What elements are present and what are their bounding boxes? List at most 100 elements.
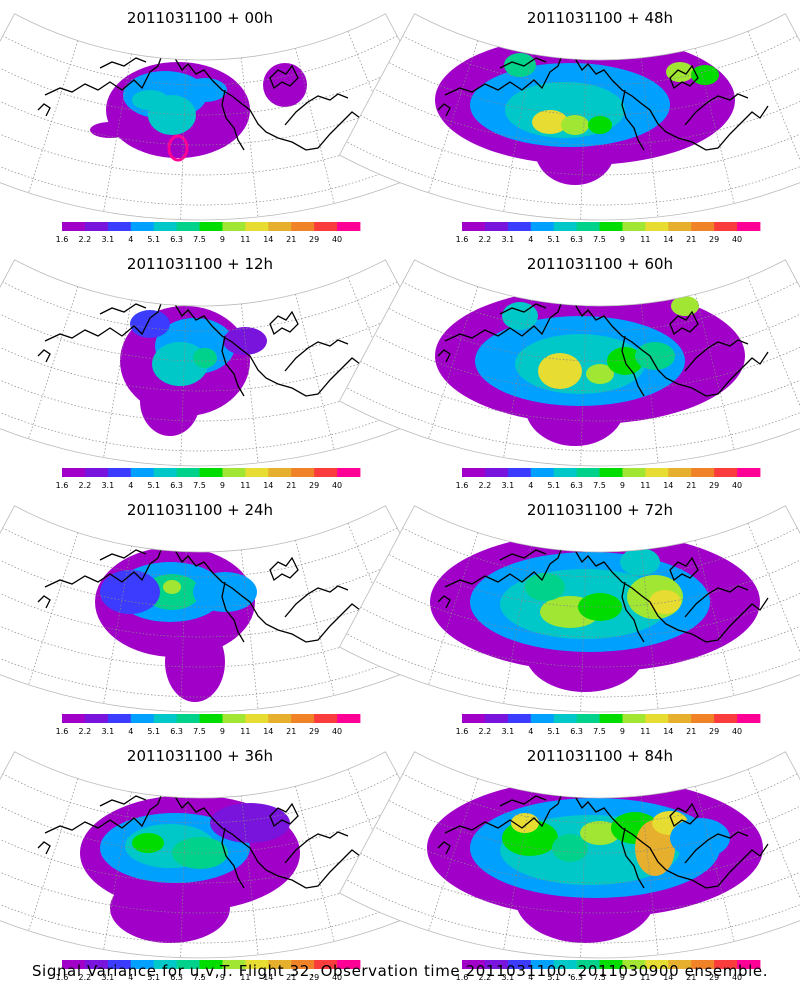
colorbar-swatch [107, 468, 132, 477]
colorbar-tick-label: 3.1 [501, 235, 514, 244]
colorbar-tick-label: 9 [620, 727, 625, 736]
colorbar-swatch [176, 468, 200, 477]
colorbar-tick-label: 4 [528, 973, 533, 982]
colorbar-tick-label: 29 [709, 235, 719, 244]
signal-contour [263, 63, 307, 107]
colorbar-tick-label: 4 [128, 727, 133, 736]
colorbar-swatch [268, 960, 292, 969]
map-panel: 2011031100 + 72h 1.6 2.2 3.1 4 5.1 6.3 7.5 9 11 14… [338, 501, 800, 736]
map-border [338, 751, 800, 959]
colorbar-tick-label: 29 [309, 727, 319, 736]
map-panel: 2011031100 + 48h 1.6 2.2 3.1 4 5.1 6.3 7.5 9 11 14… [338, 9, 800, 244]
colorbar-swatch [553, 714, 578, 723]
colorbar-tick-label: 14 [263, 973, 273, 982]
colorbar-tick-label: 3.1 [101, 481, 114, 490]
signal-contour [90, 122, 130, 138]
colorbar-swatch [130, 468, 155, 477]
colorbar-tick-label: 2.2 [79, 727, 92, 736]
colorbar-swatch [530, 714, 555, 723]
colorbar-swatch [530, 468, 555, 477]
colorbar-tick-label: 4 [528, 727, 533, 736]
colorbar-swatch [176, 222, 200, 231]
colorbar-tick-label: 21 [686, 235, 696, 244]
colorbar-swatch [645, 714, 669, 723]
colorbar-swatch [153, 960, 178, 969]
colorbar-tick-label: 9 [220, 235, 225, 244]
colorbar-tick-label: 29 [309, 235, 319, 244]
colorbar-tick-label: 5.1 [547, 235, 560, 244]
signal-contour [165, 622, 225, 702]
colorbar-tick-label: 4 [528, 481, 533, 490]
colorbar-tick-label: 7.5 [593, 235, 606, 244]
colorbar-swatch [222, 960, 246, 969]
colorbar-tick-label: 6.3 [570, 973, 583, 982]
colorbar: 1.6 2.2 3.1 4 5.1 6.3 7.5 9 11 14 21 29 40 [56, 960, 361, 982]
signal-contour [561, 115, 589, 135]
colorbar-tick-label: 2.2 [79, 235, 92, 244]
colorbar-tick-label: 6.3 [170, 481, 183, 490]
colorbar-swatch [691, 714, 715, 723]
colorbar-tick-label: 4 [128, 235, 133, 244]
colorbar-tick-label: 9 [220, 481, 225, 490]
colorbar-tick-label: 11 [640, 973, 650, 982]
colorbar-tick-label: 40 [732, 481, 742, 490]
colorbar-tick-label: 21 [686, 973, 696, 982]
colorbar-swatch [245, 714, 269, 723]
coastlines [37, 541, 369, 643]
colorbar-tick-label: 29 [309, 973, 319, 982]
colorbar: 1.6 2.2 3.1 4 5.1 6.3 7.5 9 11 14 21 29 40 [56, 714, 361, 736]
colorbar-tick-label: 6.3 [170, 973, 183, 982]
colorbar-swatch [337, 222, 361, 231]
colorbar-swatch [222, 714, 246, 723]
colorbar-tick-label: 11 [640, 235, 650, 244]
colorbar-swatch [737, 960, 761, 969]
colorbar-tick-label: 2.2 [479, 973, 492, 982]
colorbar-swatch [622, 714, 646, 723]
colorbar-tick-label: 14 [263, 481, 273, 490]
colorbar-tick-label: 9 [620, 973, 625, 982]
colorbar-tick-label: 21 [286, 727, 296, 736]
colorbar-tick-label: 1.6 [56, 973, 69, 982]
colorbar-swatch [737, 468, 761, 477]
colorbar-swatch [691, 468, 715, 477]
lat-lon-grid [346, 769, 800, 958]
colorbar-swatch [314, 468, 338, 477]
colorbar-tick-label: 3.1 [101, 973, 114, 982]
panel-title: 2011031100 + 36h [127, 747, 273, 765]
signal-contour [635, 342, 675, 370]
colorbar-tick-label: 11 [240, 973, 250, 982]
coastlines [437, 49, 769, 151]
colorbar-swatch [507, 222, 532, 231]
map-panel: 2011031100 + 00h 1.6 2.2 3.1 4 5.1 6.3 7.5 9 11 14… [0, 9, 462, 244]
colorbar-swatch [245, 222, 269, 231]
colorbar-swatch [62, 714, 86, 723]
signal-contour [152, 342, 208, 386]
colorbar-swatch [576, 714, 600, 723]
colorbar-tick-label: 3.1 [501, 973, 514, 982]
colorbar-swatch [668, 960, 692, 969]
colorbar-tick-label: 9 [620, 481, 625, 490]
colorbar-tick-label: 3.1 [101, 235, 114, 244]
colorbar-swatch [645, 468, 669, 477]
colorbar-swatch [84, 468, 109, 477]
coastlines [37, 295, 369, 397]
colorbar-swatch [645, 222, 669, 231]
colorbar-swatch [314, 222, 338, 231]
colorbar-tick-label: 9 [220, 727, 225, 736]
signal-contour [183, 78, 227, 102]
colorbar-tick-label: 11 [240, 727, 250, 736]
colorbar-swatch [645, 960, 669, 969]
colorbar-tick-label: 6.3 [170, 235, 183, 244]
colorbar-swatch [130, 714, 155, 723]
coastlines [437, 295, 769, 397]
colorbar-swatch [62, 960, 86, 969]
signal-contour [511, 813, 539, 833]
colorbar-swatch [199, 222, 223, 231]
colorbar-swatch [245, 960, 269, 969]
colorbar-swatch [222, 222, 246, 231]
colorbar-swatch [84, 960, 109, 969]
colorbar-tick-label: 14 [263, 235, 273, 244]
panel-title: 2011031100 + 00h [127, 9, 273, 27]
colorbar-swatch [153, 222, 178, 231]
colorbar-swatch [737, 714, 761, 723]
